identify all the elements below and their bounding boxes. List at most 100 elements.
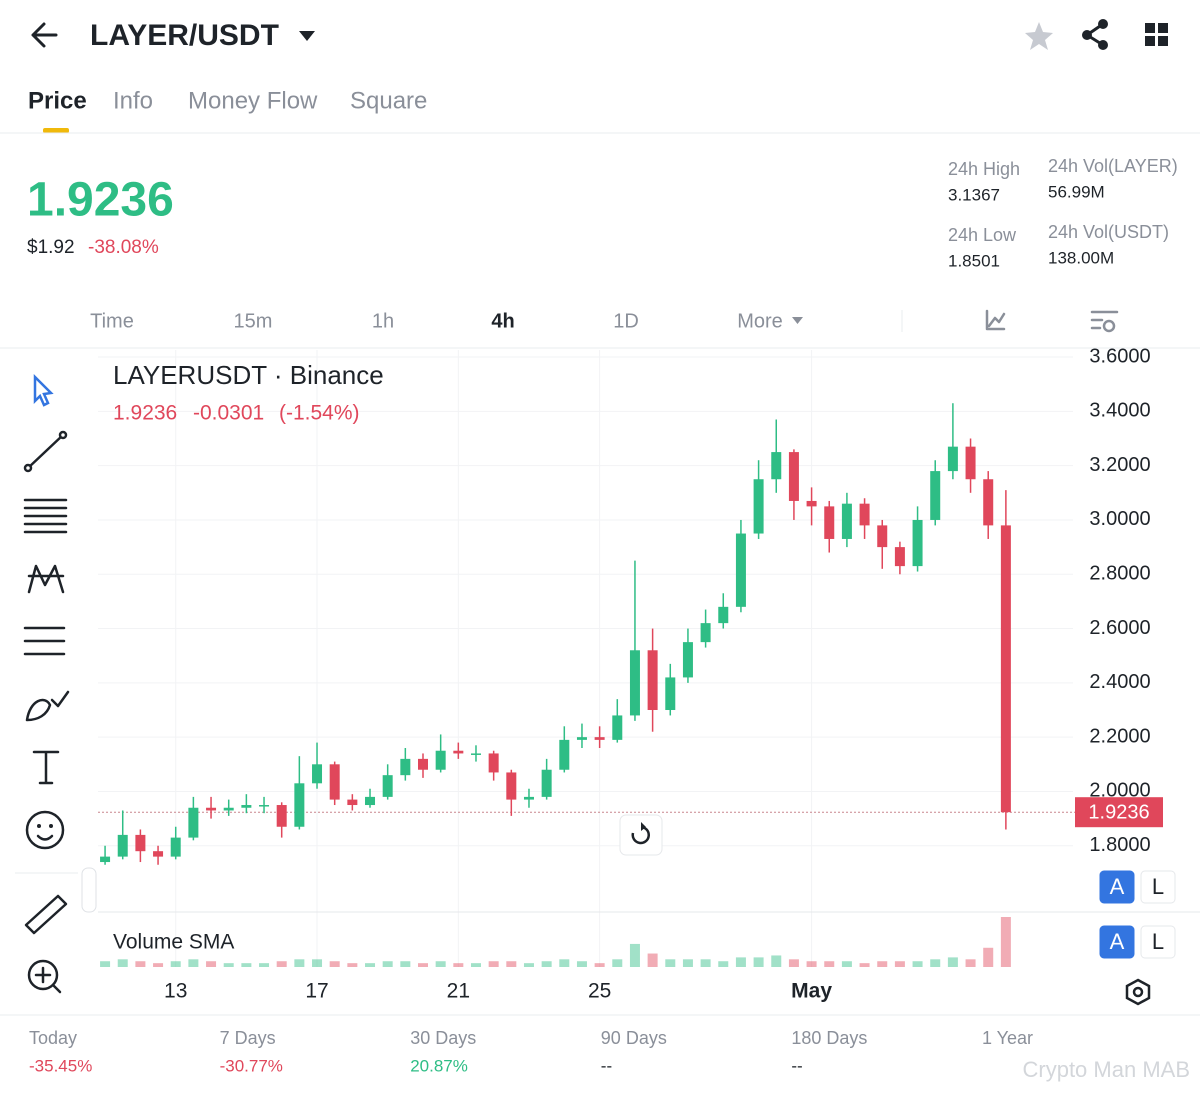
candle-body bbox=[541, 769, 552, 797]
tab[interactable]: Money Flow bbox=[188, 87, 318, 114]
tab[interactable]: Price bbox=[28, 87, 87, 114]
y-tick-label: 3.4000 bbox=[1089, 400, 1150, 422]
candle-body bbox=[523, 796, 534, 800]
last-price-tag bbox=[1075, 797, 1163, 828]
line-tool[interactable] bbox=[26, 433, 65, 470]
stat-label: 24h Vol(LAYER) bbox=[1048, 156, 1178, 176]
candle-body bbox=[276, 805, 287, 827]
interval[interactable]: Time bbox=[90, 310, 134, 332]
candle-body bbox=[965, 446, 976, 480]
volume-bar bbox=[523, 963, 534, 967]
volume-bar bbox=[753, 957, 764, 967]
candle-body bbox=[188, 807, 199, 838]
candle-body bbox=[241, 805, 252, 808]
candle-body bbox=[930, 471, 941, 520]
settings-icon[interactable] bbox=[1090, 310, 1119, 330]
chart-title: LAYERUSDT · Binance bbox=[113, 360, 384, 390]
candle-body bbox=[223, 807, 234, 811]
scale-button[interactable] bbox=[1140, 925, 1176, 959]
candle-body bbox=[629, 650, 640, 716]
y-tick-label: 2.6000 bbox=[1089, 617, 1150, 639]
volume-bar bbox=[824, 961, 835, 967]
indicator-icon[interactable] bbox=[985, 309, 1006, 331]
volume-bar bbox=[859, 963, 870, 967]
share-icon[interactable] bbox=[1082, 19, 1108, 50]
period-label: 1 Year bbox=[982, 1028, 1033, 1048]
candle-body bbox=[206, 807, 217, 811]
scale-button[interactable] bbox=[1099, 870, 1135, 904]
tab[interactable]: Square bbox=[350, 87, 427, 114]
candle-body bbox=[1000, 525, 1011, 813]
period-change: -- bbox=[791, 1056, 802, 1075]
volume-label: Volume SMA bbox=[113, 931, 234, 954]
candle-body bbox=[400, 758, 411, 776]
emoji-tool[interactable] bbox=[25, 810, 65, 850]
lines-tool[interactable] bbox=[23, 498, 68, 534]
candle-body bbox=[453, 750, 464, 754]
volume-bar bbox=[912, 961, 923, 967]
pair-dropdown[interactable] bbox=[299, 31, 315, 41]
brush-tool[interactable] bbox=[25, 690, 70, 722]
back-button[interactable] bbox=[31, 22, 58, 48]
interval[interactable]: 15m bbox=[234, 310, 273, 332]
collapse-handle[interactable] bbox=[81, 867, 97, 913]
volume-bar bbox=[241, 963, 252, 967]
candle-body bbox=[170, 837, 181, 857]
candle-body bbox=[329, 764, 340, 800]
volume-bar bbox=[153, 963, 164, 967]
tab-indicator bbox=[43, 128, 69, 133]
text-tool[interactable] bbox=[32, 750, 60, 785]
x-tick-label: 25 bbox=[588, 980, 611, 1003]
volume-bar bbox=[612, 959, 623, 967]
pattern-tool[interactable] bbox=[27, 564, 65, 594]
legend-price: 1.9236 bbox=[113, 402, 177, 425]
candle-body bbox=[135, 834, 146, 852]
volume-bar bbox=[877, 961, 888, 967]
period-change: 20.87% bbox=[410, 1056, 468, 1075]
scale-button[interactable] bbox=[1099, 925, 1135, 959]
candle-body bbox=[259, 805, 270, 807]
zoom-tool[interactable] bbox=[27, 959, 59, 991]
ruler-tool[interactable] bbox=[24, 894, 68, 935]
volume-bar bbox=[506, 961, 517, 967]
volume-bar bbox=[947, 957, 958, 967]
candle-body bbox=[718, 606, 729, 624]
volume-bar bbox=[100, 961, 111, 967]
settings-icon[interactable] bbox=[1102, 319, 1116, 333]
interval[interactable]: More bbox=[737, 310, 783, 332]
volume-bar bbox=[347, 963, 358, 967]
tab[interactable]: Info bbox=[113, 87, 153, 114]
scale-button[interactable] bbox=[1140, 870, 1176, 904]
candle-body bbox=[859, 503, 870, 526]
reset-button[interactable] bbox=[619, 814, 663, 856]
stat-value: 1.8501 bbox=[948, 251, 1000, 270]
volume-bar bbox=[276, 961, 287, 967]
candle-body bbox=[418, 758, 428, 770]
volume-bar bbox=[453, 963, 464, 967]
pair-title[interactable]: LAYER/USDT bbox=[90, 19, 279, 52]
legend-change: -0.0301 bbox=[193, 402, 264, 425]
cursor-tool[interactable] bbox=[33, 373, 54, 407]
scale-button-label: L bbox=[1152, 929, 1164, 954]
interval[interactable]: 1D bbox=[613, 310, 639, 332]
candle-body bbox=[894, 547, 905, 567]
volume-bar bbox=[700, 959, 711, 967]
stat-label: 24h Low bbox=[948, 225, 1017, 245]
candle-body bbox=[488, 753, 499, 773]
candle-body bbox=[841, 503, 852, 539]
period-label: 7 Days bbox=[220, 1028, 276, 1048]
volume-bar bbox=[400, 961, 411, 967]
more-dropdown[interactable] bbox=[792, 317, 803, 324]
volume-bar bbox=[470, 963, 481, 967]
interval[interactable]: 1h bbox=[372, 310, 394, 332]
volume-bar bbox=[788, 959, 799, 967]
fib-tool[interactable] bbox=[23, 626, 66, 656]
scale-button-label: L bbox=[1152, 874, 1164, 899]
volume-bar bbox=[329, 961, 340, 967]
favorite-icon[interactable] bbox=[1025, 22, 1053, 50]
menu-icon[interactable] bbox=[1145, 23, 1168, 46]
volume-bar bbox=[541, 961, 552, 967]
interval[interactable]: 4h bbox=[491, 310, 514, 332]
chart-settings[interactable] bbox=[1125, 978, 1151, 1006]
